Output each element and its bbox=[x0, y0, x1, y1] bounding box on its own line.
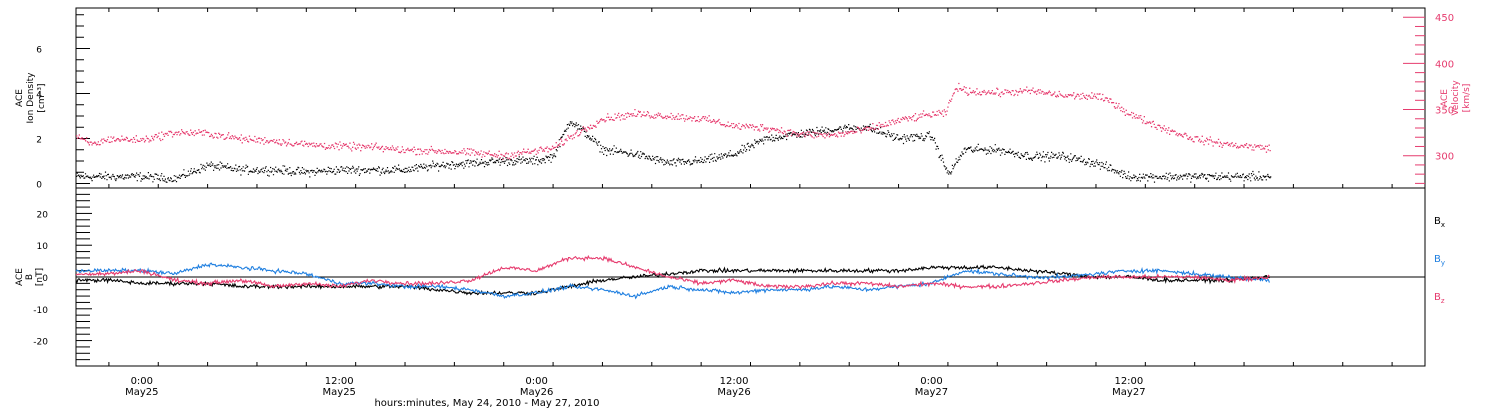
x-axis-title: hours:minutes, May 24, 2010 - May 27, 20… bbox=[374, 398, 599, 409]
date-tick-label: May26 bbox=[520, 387, 553, 398]
date-tick-label: May26 bbox=[717, 387, 750, 398]
time-tick-label: 12:00 bbox=[720, 376, 749, 387]
b-tick-label: -20 bbox=[33, 338, 48, 348]
b-axis-label: ACE bbox=[15, 268, 25, 286]
date-tick-label: May25 bbox=[323, 387, 356, 398]
density-points bbox=[76, 121, 1272, 183]
time-tick-label: 0:00 bbox=[131, 376, 153, 387]
density-tick-label: 0 bbox=[36, 181, 42, 191]
legend-bx: Bx bbox=[1434, 216, 1445, 229]
velocity-points bbox=[76, 82, 1271, 161]
b-axis-label: [nT] bbox=[35, 268, 45, 286]
time-tick-label: 12:00 bbox=[325, 376, 354, 387]
density-tick-label: 4 bbox=[36, 91, 42, 101]
time-tick-label: 0:00 bbox=[920, 376, 942, 387]
density-axis-label: [cm⁻³] bbox=[37, 83, 47, 112]
by-trace bbox=[75, 262, 1270, 300]
b-tick-label: 0 bbox=[42, 274, 48, 284]
density-tick-label: 6 bbox=[36, 46, 42, 56]
velocity-tick-label: 450 bbox=[1435, 13, 1454, 24]
top-panel-frame bbox=[75, 7, 1426, 189]
b-tick-label: 20 bbox=[37, 210, 49, 220]
legend-bz: Bz bbox=[1434, 292, 1445, 305]
time-tick-label: 0:00 bbox=[525, 376, 547, 387]
density-tick-label: 2 bbox=[36, 136, 42, 146]
velocity-tick-label: 300 bbox=[1435, 152, 1454, 163]
velocity-axis-label: ACE bbox=[1440, 89, 1450, 107]
velocity-axis-label: Velocity bbox=[1451, 80, 1461, 116]
bz-trace bbox=[75, 254, 1270, 290]
date-tick-label: May27 bbox=[1112, 387, 1145, 398]
b-axis-label: B bbox=[25, 274, 35, 280]
time-tick-label: 12:00 bbox=[1114, 376, 1143, 387]
density-axis-label: ACE bbox=[15, 89, 25, 107]
date-tick-label: May27 bbox=[915, 387, 948, 398]
date-tick-label: May25 bbox=[125, 387, 158, 398]
velocity-tick-label: 350 bbox=[1435, 106, 1454, 117]
density-axis-label: Ion Density bbox=[26, 72, 36, 124]
legend-by: By bbox=[1434, 254, 1445, 267]
b-tick-label: -10 bbox=[33, 306, 48, 316]
b-tick-label: 10 bbox=[37, 242, 49, 252]
velocity-axis-label: [km/s] bbox=[1462, 84, 1472, 113]
velocity-tick-label: 400 bbox=[1435, 59, 1454, 70]
